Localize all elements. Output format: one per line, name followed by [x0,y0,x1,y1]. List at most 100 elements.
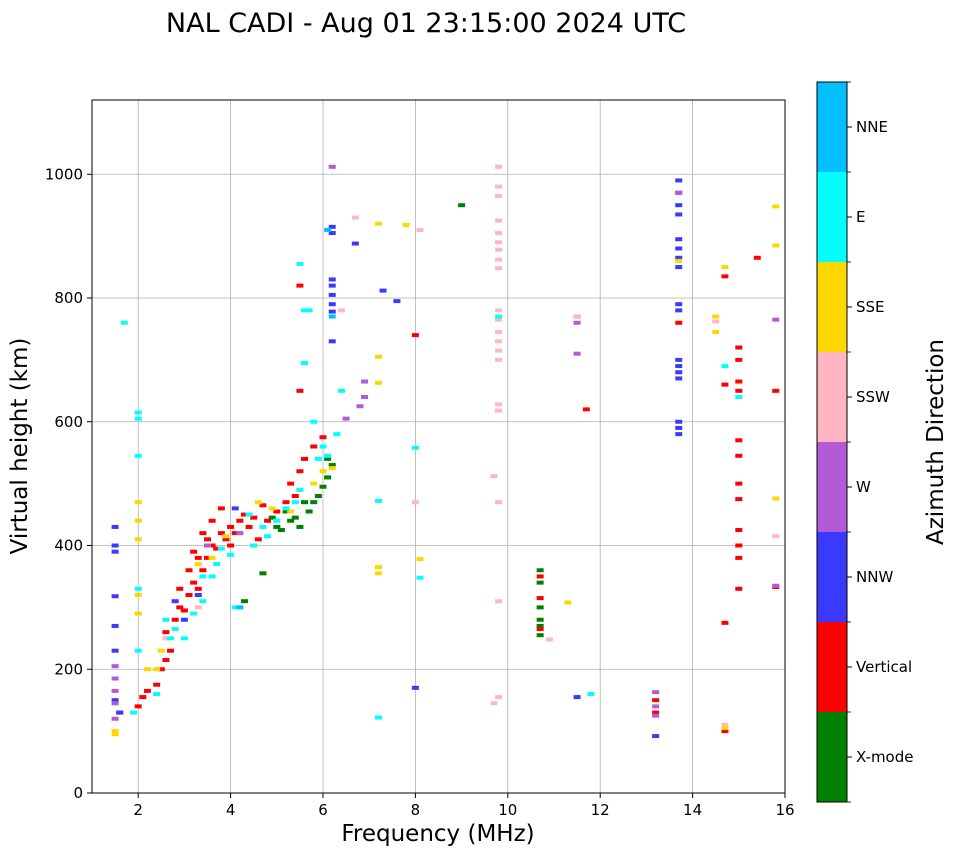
data-point [134,416,142,421]
data-point [721,729,729,734]
data-point [753,255,761,260]
data-point [495,257,503,262]
data-point [268,515,276,520]
colorbar-tick-label: SSE [856,298,885,316]
data-point [675,370,683,375]
data-point [310,419,318,424]
data-point [374,354,382,359]
data-point [328,309,336,314]
data-point [495,317,503,322]
data-point [134,410,142,415]
data-point [139,695,147,700]
data-point [217,531,225,536]
data-point [675,246,683,251]
data-point [301,500,309,505]
colorbar-swatch [817,622,847,712]
data-point [411,333,419,338]
data-point [111,701,119,706]
data-point [411,500,419,505]
data-point [245,512,253,517]
data-point [222,537,230,542]
data-point [185,593,193,597]
data-point [675,432,683,437]
data-point [176,605,184,610]
data-point [675,357,683,362]
data-point [208,574,216,579]
data-point [236,531,244,536]
series-nne [236,227,336,610]
data-point [495,599,503,604]
data-point [231,605,239,610]
data-point [180,636,188,641]
data-point [111,688,119,693]
data-point [374,565,382,570]
series-w [111,164,780,721]
colorbar-swatch [817,712,847,802]
colorbar-swatch [817,82,847,172]
colorbar-swatch [817,442,847,532]
y-tick-label: 600 [54,413,83,431]
data-point [675,265,683,270]
data-point [134,518,142,523]
data-point [333,432,341,437]
data-point [735,453,743,458]
y-tick-label: 200 [54,660,83,678]
series-sse [111,204,780,737]
data-point [721,620,729,625]
data-point [199,568,207,573]
x-tick-label: 12 [591,801,610,819]
data-point [213,562,221,567]
data-point [675,308,683,313]
data-point [735,543,743,548]
data-point [111,623,119,628]
data-point [772,496,780,501]
data-point [356,404,364,409]
x-tick-label: 6 [318,801,328,819]
data-point [171,599,179,604]
data-point [374,715,382,720]
data-point [264,534,272,539]
data-point [735,586,743,591]
data-point [231,531,239,536]
colorbar-tick-label: Vertical [856,658,912,676]
data-point [194,593,202,597]
data-point [111,716,119,721]
data-point [495,247,503,252]
x-axis: 2 4 6 8 10 12 14 16 [133,793,795,819]
data-point [296,469,304,474]
data-point [273,509,281,514]
data-point [374,498,382,503]
data-point [652,690,660,695]
data-point [411,445,419,450]
data-point [675,212,683,217]
data-point [735,357,743,362]
data-point [227,543,235,548]
data-point [721,364,729,369]
data-point [675,364,683,369]
data-point [305,509,313,514]
data-point [190,611,198,616]
data-point [111,729,119,734]
data-point [167,636,175,641]
data-marks [111,164,780,739]
data-point [153,682,161,687]
data-point [324,227,332,232]
y-axis-label: Virtual height (km) [7,338,33,555]
data-point [495,266,503,271]
data-point [167,648,175,653]
data-point [328,463,336,468]
data-point [582,407,590,412]
data-point [328,283,336,288]
data-point [735,388,743,393]
data-point [675,178,683,183]
data-point [675,425,683,430]
data-point [536,568,544,573]
data-point [772,317,780,322]
data-point [185,568,193,573]
data-point [712,319,720,324]
colorbar-tick-label: X-mode [856,748,913,766]
data-point [536,605,544,610]
x-tick-label: 16 [775,801,794,819]
data-point [227,524,235,529]
data-point [245,524,253,529]
